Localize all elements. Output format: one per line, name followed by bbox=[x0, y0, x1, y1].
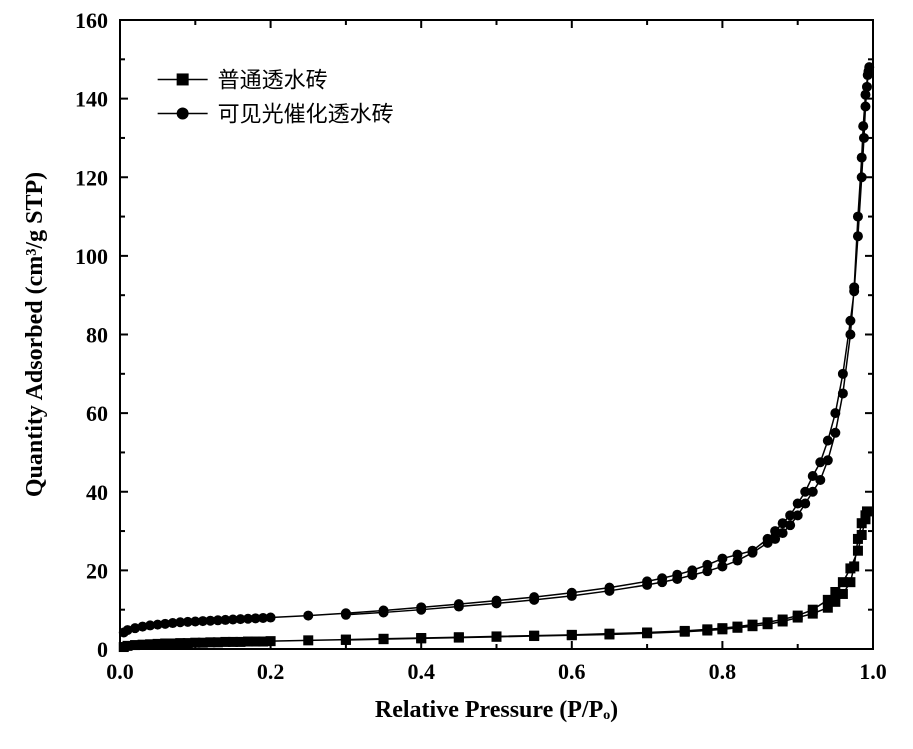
series1-marker bbox=[703, 626, 712, 635]
series1-marker bbox=[763, 620, 772, 629]
x-tick-label: 0.2 bbox=[257, 659, 285, 684]
series1-marker bbox=[567, 631, 576, 640]
series2-marker bbox=[733, 556, 742, 565]
series2-marker bbox=[853, 232, 862, 241]
series2-marker bbox=[831, 409, 840, 418]
series2-marker bbox=[846, 330, 855, 339]
series2-marker bbox=[838, 369, 847, 378]
series2-marker bbox=[379, 608, 388, 617]
y-tick-label: 120 bbox=[75, 165, 108, 190]
series2-marker bbox=[823, 436, 832, 445]
series1-marker bbox=[530, 632, 539, 641]
x-tick-label: 0.0 bbox=[106, 659, 134, 684]
y-tick-label: 140 bbox=[75, 87, 108, 112]
series2-marker bbox=[823, 456, 832, 465]
series2-marker bbox=[748, 548, 757, 557]
series2-marker bbox=[643, 580, 652, 589]
series2-marker bbox=[846, 316, 855, 325]
series2-marker bbox=[530, 595, 539, 604]
y-axis-label: Quantity Adsorbed (cm³/g STP) bbox=[22, 172, 48, 497]
series2-marker bbox=[850, 283, 859, 292]
series2-marker bbox=[492, 599, 501, 608]
series2-marker bbox=[838, 389, 847, 398]
series1-marker bbox=[718, 625, 727, 634]
series1-marker bbox=[823, 603, 832, 612]
series2-marker bbox=[341, 610, 350, 619]
series1-marker bbox=[492, 632, 501, 641]
series1-marker bbox=[733, 623, 742, 632]
y-tick-label: 60 bbox=[86, 401, 108, 426]
series2-marker bbox=[857, 153, 866, 162]
series1-marker bbox=[857, 519, 866, 528]
series2-marker bbox=[808, 487, 817, 496]
y-tick-label: 40 bbox=[86, 480, 108, 505]
series2-marker bbox=[454, 602, 463, 611]
series1-marker bbox=[808, 609, 817, 618]
legend-label-1: 可见光催化透水砖 bbox=[218, 101, 394, 126]
series1-marker bbox=[853, 534, 862, 543]
series2-marker bbox=[801, 499, 810, 508]
series1-marker bbox=[605, 630, 614, 639]
series2-marker bbox=[304, 611, 313, 620]
y-tick-label: 100 bbox=[75, 244, 108, 269]
series1-marker bbox=[379, 635, 388, 644]
series1-marker bbox=[850, 562, 859, 571]
series2-marker bbox=[859, 122, 868, 131]
series1-marker bbox=[853, 546, 862, 555]
series1-marker bbox=[266, 637, 275, 646]
x-tick-label: 0.8 bbox=[709, 659, 737, 684]
series2-marker bbox=[658, 578, 667, 587]
series2-marker bbox=[688, 571, 697, 580]
series2-marker bbox=[863, 71, 872, 80]
series2-marker bbox=[605, 586, 614, 595]
series1-marker bbox=[643, 629, 652, 638]
y-tick-label: 20 bbox=[86, 558, 108, 583]
y-tick-label: 80 bbox=[86, 323, 108, 348]
series2-marker bbox=[831, 428, 840, 437]
series1-marker bbox=[304, 636, 313, 645]
series1-marker bbox=[341, 635, 350, 644]
series2-marker bbox=[859, 133, 868, 142]
y-tick-label: 160 bbox=[75, 8, 108, 33]
x-tick-label: 0.6 bbox=[558, 659, 586, 684]
legend-label-0: 普通透水砖 bbox=[218, 67, 328, 92]
adsorption-isotherm-chart: 0.0 0.2 0.4 0.6 0.8 1.0 0 20 40 60 80 100 120 140 160 R… bbox=[0, 0, 913, 749]
series2-marker bbox=[786, 521, 795, 530]
series2-marker bbox=[673, 575, 682, 584]
series1-marker bbox=[680, 627, 689, 636]
x-tick-label: 1.0 bbox=[859, 659, 887, 684]
x-axis-label: Relative Pressure (P/Pₒ) bbox=[375, 697, 618, 723]
series2-marker bbox=[567, 591, 576, 600]
series2-marker bbox=[763, 538, 772, 547]
series2-marker bbox=[778, 529, 787, 538]
x-tick-label: 0.4 bbox=[407, 659, 435, 684]
series2-marker bbox=[718, 562, 727, 571]
series1-marker bbox=[454, 633, 463, 642]
series1-marker bbox=[417, 634, 426, 643]
chart-container: 0.0 0.2 0.4 0.6 0.8 1.0 0 20 40 60 80 100 120 140 160 R… bbox=[0, 0, 913, 749]
series2-line bbox=[124, 67, 869, 632]
series2-marker bbox=[703, 567, 712, 576]
series2-marker bbox=[793, 511, 802, 520]
series2-marker bbox=[857, 173, 866, 182]
series1-marker bbox=[778, 617, 787, 626]
series2-marker bbox=[861, 102, 870, 111]
series1-marker bbox=[793, 613, 802, 622]
series1-marker bbox=[748, 622, 757, 631]
series2-marker bbox=[417, 605, 426, 614]
y-tick-label: 0 bbox=[97, 637, 108, 662]
series1-marker bbox=[846, 578, 855, 587]
series2-marker bbox=[853, 212, 862, 221]
series2-marker bbox=[266, 613, 275, 622]
series2-marker bbox=[816, 475, 825, 484]
series2-marker bbox=[861, 90, 870, 99]
